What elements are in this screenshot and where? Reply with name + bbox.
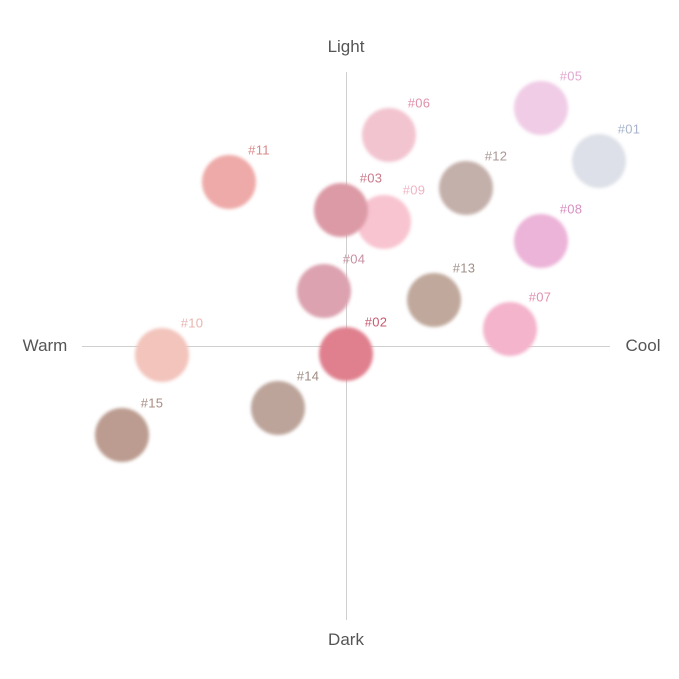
color-swatch (483, 302, 537, 356)
axis-label-dark: Dark (328, 630, 364, 649)
swatch-code-label: #07 (528, 289, 552, 305)
swatch-code-label: #14 (296, 368, 320, 384)
color-swatch (297, 264, 351, 318)
axis-label-cool: Cool (625, 336, 661, 355)
swatch-code-label: #06 (407, 95, 431, 111)
axis-label-warm: Warm (22, 336, 68, 355)
axis-label-light: Light (327, 37, 365, 56)
color-swatch (251, 381, 305, 435)
color-swatch (135, 328, 189, 382)
color-swatch (95, 408, 149, 462)
swatch-code-label: #12 (484, 148, 508, 164)
color-swatch (362, 108, 416, 162)
swatch-code-label: #08 (559, 201, 583, 217)
swatch-code-label: #15 (140, 395, 164, 411)
swatch-code-label: #13 (452, 260, 476, 276)
color-swatch (439, 161, 493, 215)
color-swatch (319, 327, 373, 381)
color-swatch (572, 134, 626, 188)
swatch-code-label: #10 (180, 315, 204, 331)
color-swatch (407, 273, 461, 327)
swatch-code-label: #01 (617, 121, 641, 137)
swatch-code-label: #04 (342, 251, 366, 267)
swatch-code-label: #02 (364, 314, 388, 330)
color-swatch (514, 81, 568, 135)
swatch-code-label: #11 (248, 142, 270, 158)
color-swatch (314, 183, 368, 237)
swatch-code-label: #09 (402, 182, 426, 198)
color-swatch (202, 155, 256, 209)
swatch-code-label: #05 (559, 68, 583, 84)
swatch-code-label: #03 (359, 170, 383, 186)
color-swatch (514, 214, 568, 268)
